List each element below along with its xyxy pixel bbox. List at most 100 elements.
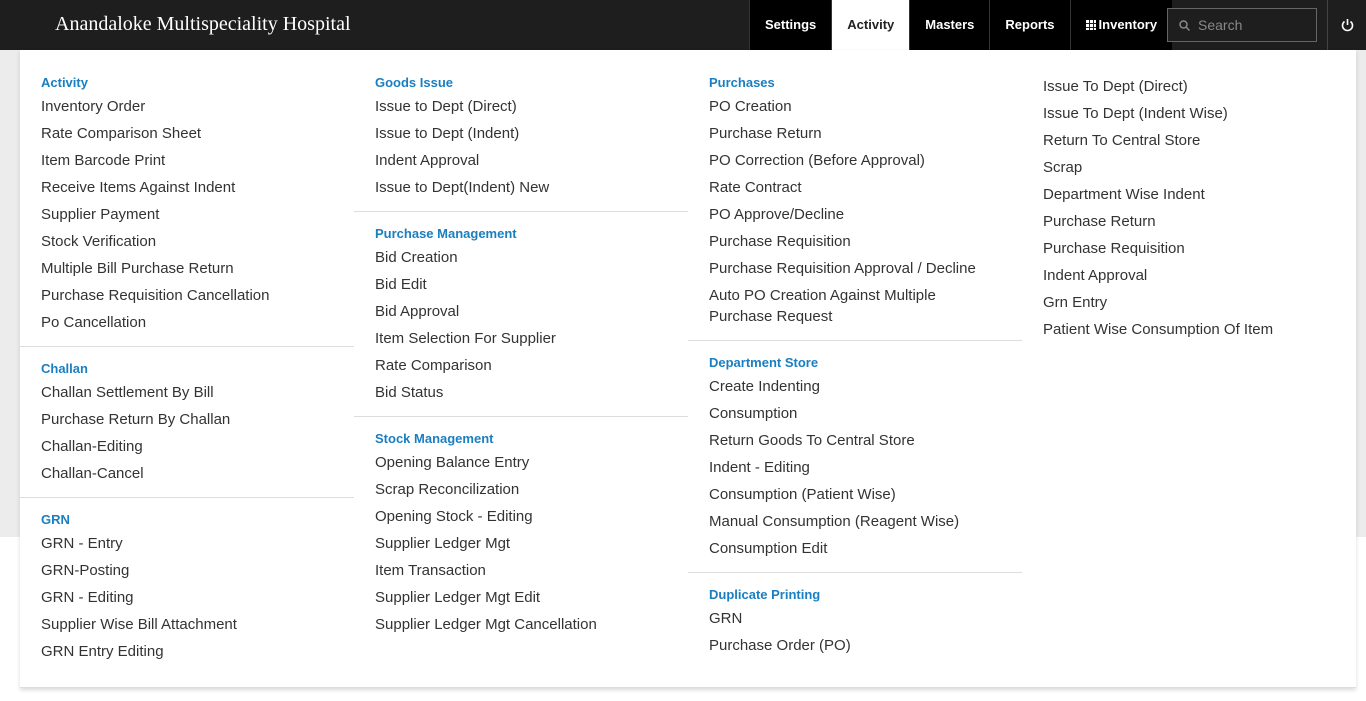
menu-item[interactable]: Issue to Dept (Direct) (375, 98, 517, 115)
menu-section: Activity Inventory Order Rate Comparison S… (20, 61, 354, 347)
menu-item[interactable]: Item Barcode Print (41, 152, 166, 169)
menu-item[interactable]: Purchase Return By Challan (41, 411, 231, 428)
menu-item[interactable]: Item Selection For Supplier (375, 330, 556, 347)
menu-item[interactable]: Issue To Dept (Direct) (1043, 78, 1188, 95)
nav-item[interactable]: Inventory (1069, 0, 1173, 50)
search-icon (1179, 20, 1190, 31)
menu-item[interactable]: GRN Entry Editing (41, 643, 164, 660)
grid-icon (1085, 20, 1096, 30)
section-heading: Purchases (709, 75, 775, 90)
power-icon (1341, 19, 1354, 32)
menu-section: Purchase Management Bid Creation Bid Edit B… (354, 212, 688, 417)
menu-item[interactable]: Auto PO Creation Against Multiple Purcha… (709, 287, 936, 325)
menu-item[interactable]: Indent Approval (1043, 267, 1148, 284)
menu-item[interactable]: GRN (709, 610, 743, 627)
menu-item[interactable]: Patient Wise Consumption Of Item (1043, 321, 1274, 338)
search-box[interactable]: Search (1167, 8, 1317, 42)
menu-item[interactable]: Supplier Ledger Mgt Edit (375, 589, 541, 606)
menu-item[interactable]: Purchase Return (709, 125, 822, 142)
menu-item[interactable]: Challan Settlement By Bill (41, 384, 214, 401)
menu-item[interactable]: Grn Entry (1043, 294, 1108, 311)
menu-item[interactable]: PO Approve/Decline (709, 206, 845, 223)
menu-column: Issue To Dept (Direct) Issue To Dept (Ind… (1022, 61, 1356, 687)
menu-item[interactable]: Multiple Bill Purchase Return (41, 260, 234, 277)
menu-column: Activity Inventory Order Rate Comparison S… (20, 61, 354, 687)
menu-item[interactable]: Stock Verification (41, 233, 157, 250)
menu-item[interactable]: Department Wise Indent (1043, 186, 1205, 203)
menu-item[interactable]: GRN-Posting (41, 562, 130, 579)
section-heading: Challan (41, 361, 88, 376)
menu-section: Duplicate Printing GRN Purchase Order (PO) (688, 573, 1022, 669)
header: Anandaloke Multispeciality Hospital Sett… (0, 0, 1366, 50)
menu-item[interactable]: Purchase Return (1043, 213, 1156, 230)
menu-item[interactable]: Rate Comparison Sheet (41, 125, 202, 142)
menu-item[interactable]: Opening Stock - Editing (375, 508, 533, 525)
menu-item[interactable]: Create Indenting (709, 378, 820, 395)
menu-item[interactable]: Purchase Requisition Approval / Decline (709, 260, 976, 277)
menu-item[interactable]: Supplier Payment (41, 206, 160, 223)
menu-item[interactable]: Issue to Dept(Indent) New (375, 179, 550, 196)
menu-item[interactable]: Issue To Dept (Indent Wise) (1043, 105, 1228, 122)
menu-item[interactable]: PO Correction (Before Approval) (709, 152, 925, 169)
dropdown-menu: Activity Inventory Order Rate Comparison S… (20, 50, 1356, 688)
nav-item[interactable]: Settings (749, 0, 832, 50)
menu-item[interactable]: Indent Approval (375, 152, 480, 169)
nav-item[interactable]: Reports (989, 0, 1070, 50)
menu-item[interactable]: Scrap Reconcilization (375, 481, 520, 498)
menu-item[interactable]: Consumption (Patient Wise) (709, 486, 896, 503)
menu-item[interactable]: Scrap (1043, 159, 1083, 176)
menu-column: Goods Issue Issue to Dept (Direct) Issue t… (354, 61, 688, 687)
menu-item[interactable]: PO Creation (709, 98, 792, 115)
menu-item[interactable]: Item Transaction (375, 562, 486, 579)
menu-item[interactable]: Purchase Requisition (709, 233, 851, 250)
menu-item[interactable]: Manual Consumption (Reagent Wise) (709, 513, 960, 530)
section-heading: Activity (41, 75, 88, 90)
nav-label: Settings (765, 17, 817, 32)
section-heading: Purchase Management (375, 226, 517, 241)
section-heading: Department Store (709, 355, 819, 370)
nav-label: Activity (847, 17, 895, 32)
section-heading: Stock Management (375, 431, 494, 446)
section-heading: Goods Issue (375, 75, 454, 90)
menu-item[interactable]: Purchase Order (PO) (709, 637, 851, 654)
menu-item[interactable]: Indent - Editing (709, 459, 810, 476)
section-heading: Duplicate Printing (709, 587, 821, 602)
menu-item[interactable]: Supplier Wise Bill Attachment (41, 616, 237, 633)
menu-item[interactable]: Purchase Requisition Cancellation (41, 287, 270, 304)
menu-item[interactable]: Consumption (709, 405, 798, 422)
menu-item[interactable]: Rate Comparison (375, 357, 492, 374)
menu-item[interactable]: Receive Items Against Indent (41, 179, 236, 196)
menu-item[interactable]: Supplier Ledger Mgt Cancellation (375, 616, 597, 633)
menu-item[interactable]: GRN - Entry (41, 535, 123, 552)
menu-item[interactable]: Bid Creation (375, 249, 458, 266)
menu-item[interactable]: GRN - Editing (41, 589, 134, 606)
menu-item[interactable]: Return To Central Store (1043, 132, 1201, 149)
menu-item[interactable]: Rate Contract (709, 179, 802, 196)
menu-section: Department Store Create Indenting Consumpt… (688, 341, 1022, 573)
menu-item[interactable]: Inventory Order (41, 98, 146, 115)
nav-label: Inventory (1098, 17, 1158, 32)
menu-item[interactable]: Bid Edit (375, 276, 427, 293)
search-placeholder: Search (1198, 17, 1243, 33)
nav-label: Masters (925, 17, 975, 32)
menu-item[interactable]: Issue to Dept (Indent) (375, 125, 520, 142)
nav-item[interactable]: Activity (831, 0, 910, 50)
menu-item[interactable]: Purchase Requisition (1043, 240, 1185, 257)
menu-item[interactable]: Challan-Editing (41, 438, 143, 455)
menu-column: Purchases PO Creation Purchase Return PO Co… (688, 61, 1022, 687)
nav-item[interactable]: Masters (909, 0, 990, 50)
power-button[interactable] (1327, 0, 1366, 50)
menu-item[interactable]: Bid Status (375, 384, 444, 401)
menu-section: Stock Management Opening Balance Entry Scr… (354, 417, 688, 648)
menu-item[interactable]: Opening Balance Entry (375, 454, 530, 471)
menu-section: Purchases PO Creation Purchase Return PO Co… (688, 61, 1022, 341)
menu-item[interactable]: Supplier Ledger Mgt (375, 535, 511, 552)
menu-item[interactable]: Po Cancellation (41, 314, 147, 331)
menu-item[interactable]: Bid Approval (375, 303, 460, 320)
menu-item[interactable]: Return Goods To Central Store (709, 432, 915, 449)
nav-bar: Settings Activity Masters Reports Inventory (749, 0, 1173, 50)
menu-item[interactable]: Consumption Edit (709, 540, 828, 557)
section-heading: GRN (41, 512, 70, 527)
menu-item[interactable]: Challan-Cancel (41, 465, 144, 482)
